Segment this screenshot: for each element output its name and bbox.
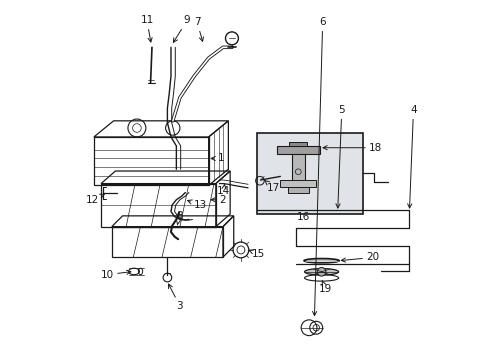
Text: 8: 8 [176,211,182,225]
Text: 3: 3 [168,284,183,311]
Text: 19: 19 [318,280,331,294]
Text: 13: 13 [187,200,207,210]
Text: 17: 17 [264,180,280,193]
Circle shape [317,267,325,276]
Text: 7: 7 [193,17,203,41]
Ellipse shape [304,258,339,263]
Text: 12: 12 [86,194,104,205]
Bar [287,187,308,193]
Text: 4: 4 [407,105,416,208]
Text: 2: 2 [211,195,225,205]
Text: 11: 11 [140,15,153,42]
Text: 9: 9 [173,15,190,42]
Text: 5: 5 [335,105,345,208]
Bar [276,146,319,154]
Text: 10: 10 [100,270,131,280]
Text: 20: 20 [341,252,379,262]
Bar [289,142,306,146]
Bar [291,154,304,181]
Text: 6: 6 [312,17,325,316]
Text: 16: 16 [296,212,310,221]
Text: 15: 15 [248,248,264,258]
Ellipse shape [304,269,338,275]
Bar [257,134,362,214]
Text: 14: 14 [217,184,230,197]
Text: 18: 18 [323,143,382,153]
Text: 1: 1 [211,153,224,163]
Bar [280,180,316,187]
